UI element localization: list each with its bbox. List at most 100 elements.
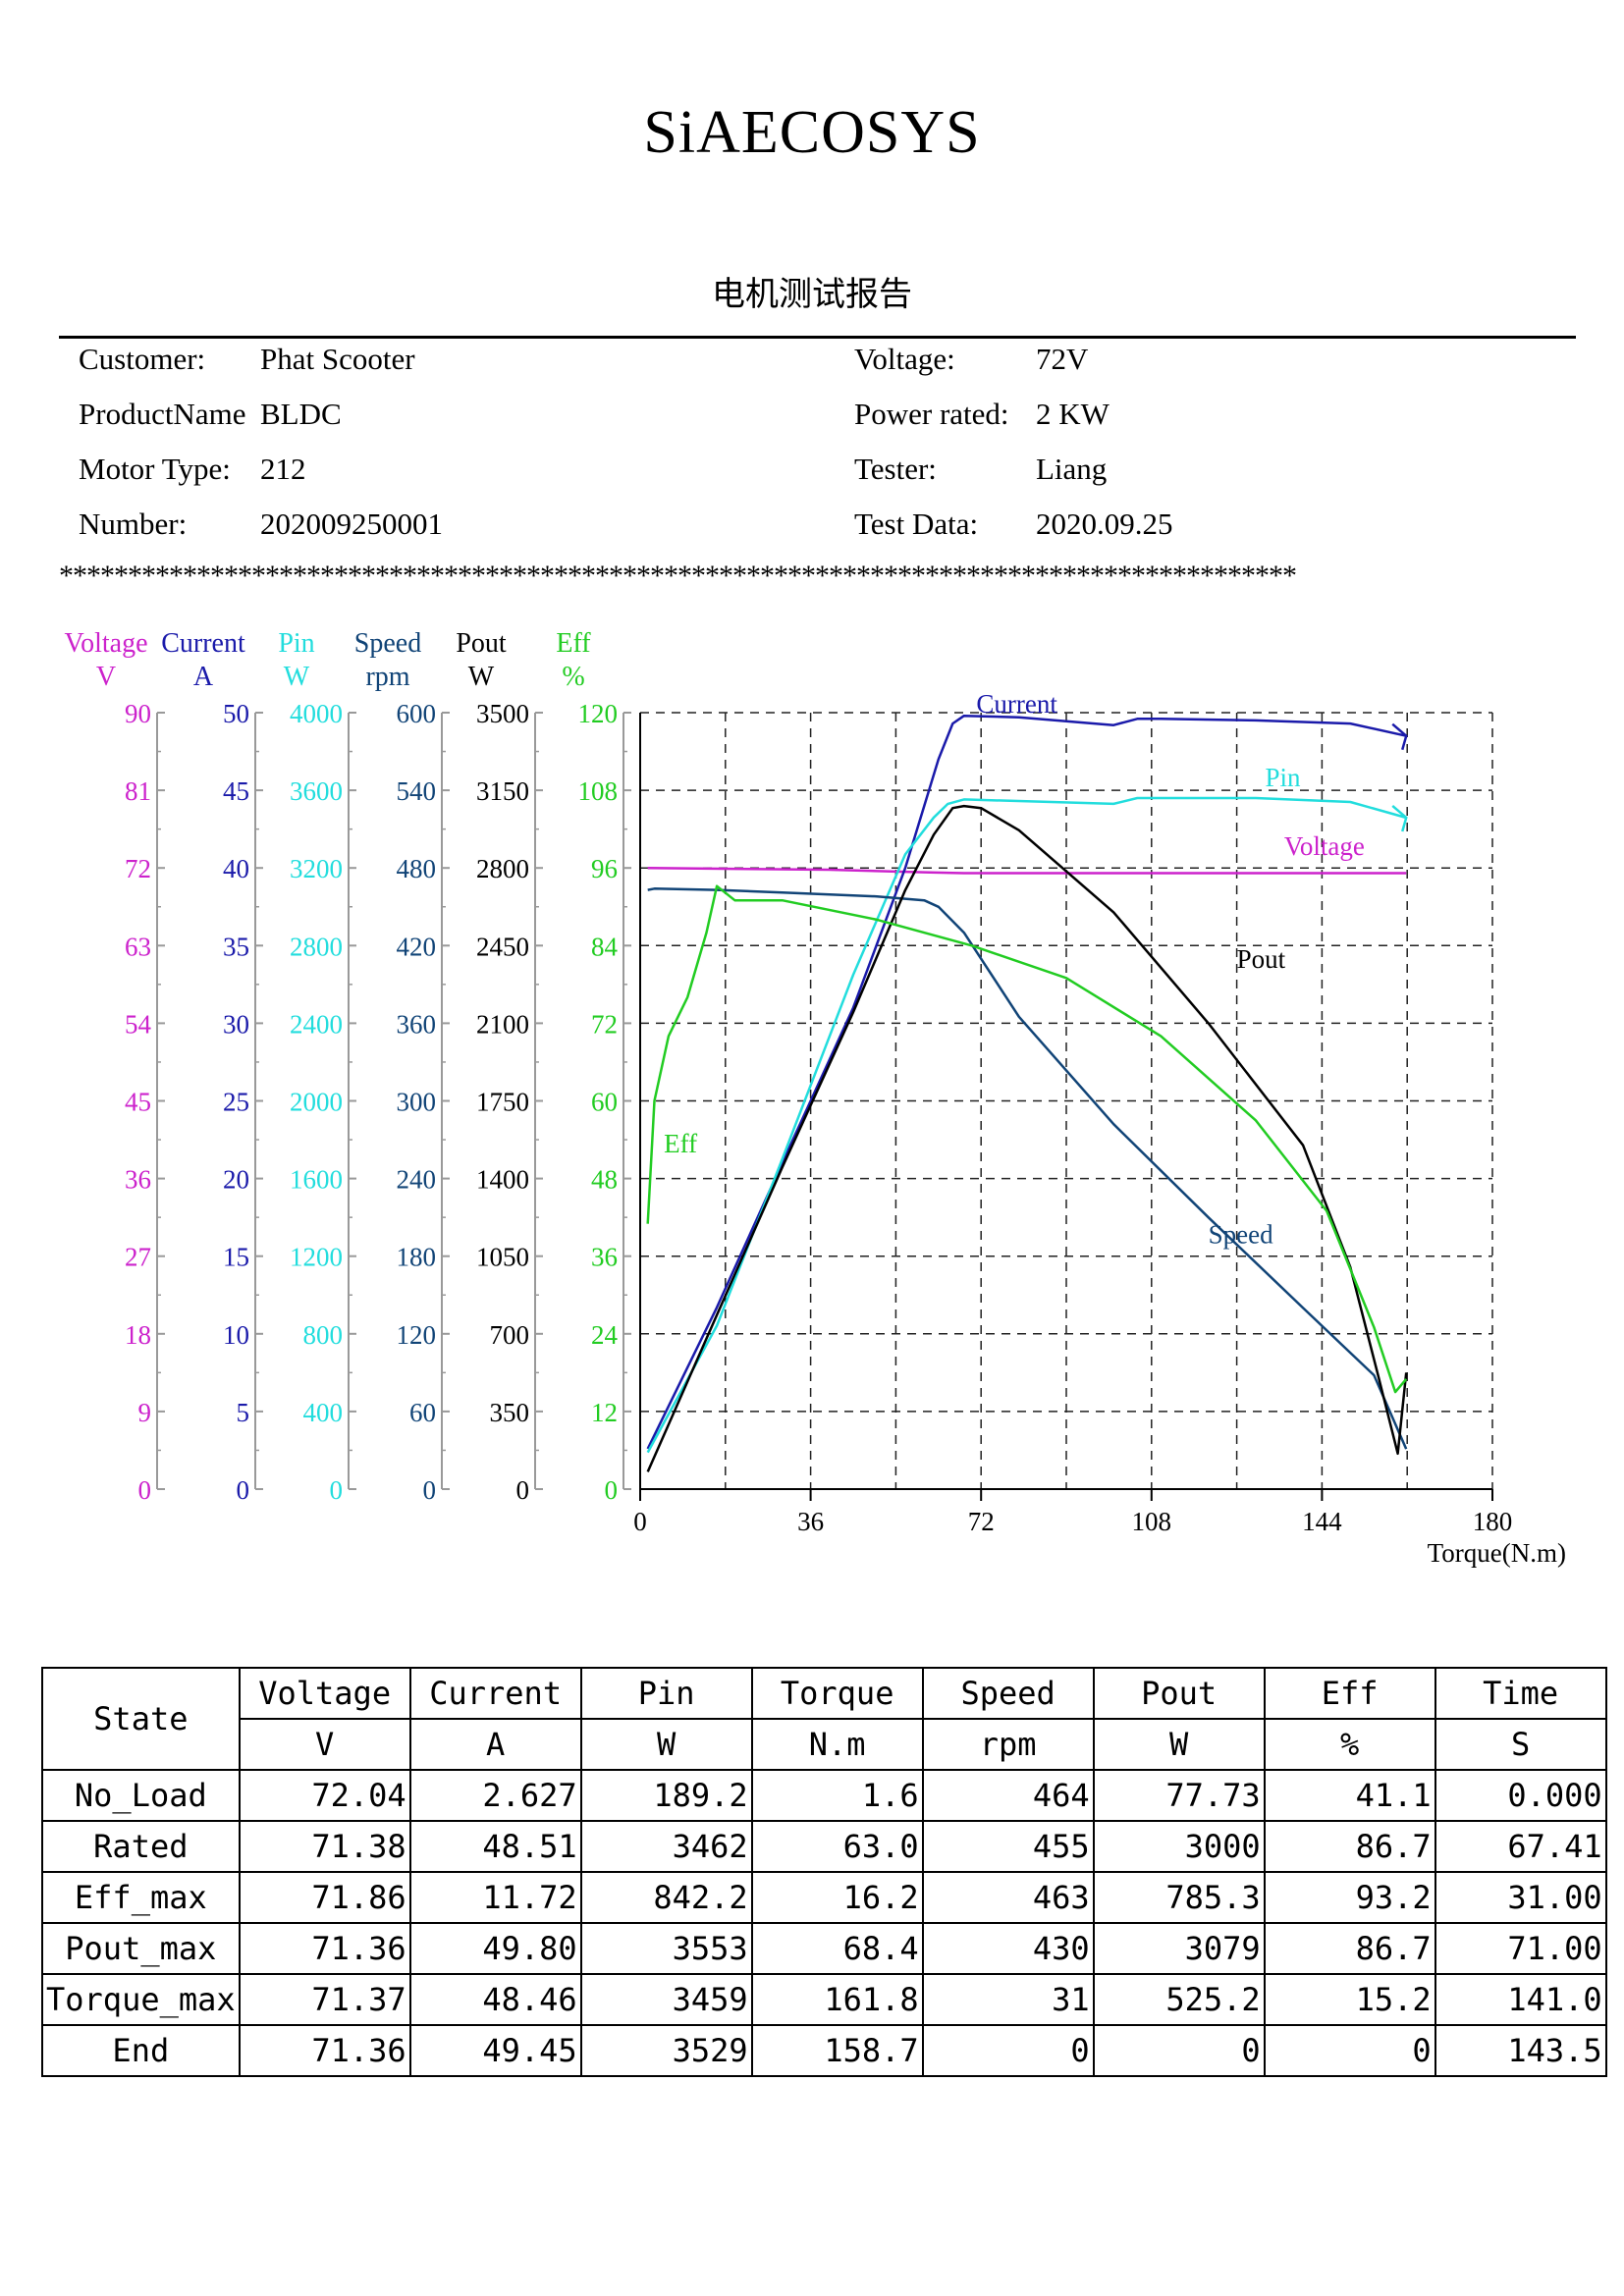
tester-label: Tester: <box>854 452 937 486</box>
voltage-series-label: Voltage <box>1284 831 1365 861</box>
eff-tick-label: 84 <box>591 932 619 961</box>
pin-tick-label: 4000 <box>290 699 343 728</box>
unit-current: A <box>408 1718 582 1771</box>
current-tick-label: 50 <box>223 699 249 728</box>
voltage-tick-label: 0 <box>138 1475 152 1505</box>
table-row: Eff_max 71.86 11.72 842.2 16.2 463 785.3 93.2 31… <box>41 1871 1607 1924</box>
unit-row: V A W N.m rpm W % S <box>42 1718 1607 1771</box>
current-tick-label: 10 <box>223 1320 249 1350</box>
performance-chart: 0 36 72 108 144 180Torque(N.m)091827364554637… <box>64 628 1566 1568</box>
pin-series-arrow <box>1391 805 1408 832</box>
table-cell: 71.86 <box>238 1871 411 1924</box>
table-cell: 0.000 <box>1434 1769 1607 1822</box>
eff-tick-label: 0 <box>605 1475 619 1505</box>
pin-tick-label: 0 <box>330 1475 344 1505</box>
voltage-tick-label: 81 <box>125 776 151 806</box>
pout-tick-label: 1400 <box>476 1165 529 1195</box>
current-tick-label: 5 <box>237 1398 250 1427</box>
table-cell: 3529 <box>579 2024 753 2077</box>
col-header-torque: Torque <box>750 1667 924 1720</box>
table-cell: 0 <box>921 2024 1095 2077</box>
table-cell: 67.41 <box>1434 1820 1607 1873</box>
voltage-label: Voltage: <box>854 342 955 376</box>
speed-tick-label: 0 <box>423 1475 437 1505</box>
pin-series-line <box>646 796 1407 1454</box>
pout-series-line <box>646 804 1408 1472</box>
pin-axis-unit: W <box>284 662 310 692</box>
table-cell: 86.7 <box>1263 1922 1436 1975</box>
current-tick-label: 30 <box>223 1009 249 1039</box>
speed-tick-label: 60 <box>409 1398 436 1427</box>
x-tick-label: 36 <box>797 1507 824 1536</box>
summary-table: State Voltage Current Pin Torque Speed P… <box>41 1667 1607 2077</box>
voltage-tick-label: 54 <box>125 1009 152 1039</box>
col-header-time: Time <box>1434 1667 1607 1720</box>
pin-series-label: Pin <box>1266 763 1302 792</box>
pout-tick-label: 1750 <box>476 1088 529 1117</box>
pin-tick-label: 2800 <box>290 932 343 961</box>
voltage-tick-label: 63 <box>125 932 151 961</box>
motor-type-value: 212 <box>260 452 306 486</box>
pout-tick-label: 350 <box>490 1398 530 1427</box>
speed-tick-label: 420 <box>397 932 437 961</box>
eff-tick-label: 108 <box>578 776 619 806</box>
pout-tick-label: 3150 <box>476 776 529 806</box>
table-cell: 189.2 <box>579 1769 753 1822</box>
eff-series-line <box>646 884 1408 1394</box>
pout-tick-label: 1050 <box>476 1243 529 1272</box>
pin-axis-title: Pin <box>278 628 314 659</box>
table-cell: 464 <box>921 1769 1095 1822</box>
pin-tick-label: 800 <box>303 1320 344 1350</box>
table-row: End 71.36 49.45 3529 158.7 0 0 0 143.5 <box>41 2024 1607 2077</box>
pin-tick-label: 3600 <box>290 776 343 806</box>
voltage-tick-label: 36 <box>125 1165 151 1195</box>
eff-axis-unit: % <box>562 662 584 692</box>
row-state-cell: Pout_max <box>41 1922 241 1975</box>
speed-tick-label: 300 <box>397 1088 437 1117</box>
voltage-tick-label: 72 <box>125 854 151 883</box>
col-header-voltage: Voltage <box>238 1667 411 1720</box>
voltage-series-line <box>647 866 1407 875</box>
eff-tick-label: 36 <box>591 1243 618 1272</box>
table-row: No_Load 72.04 2.627 189.2 1.6 464 77.73 41.1 0.0… <box>41 1769 1607 1822</box>
pout-tick-label: 2800 <box>476 854 529 883</box>
row-state-cell: Torque_max <box>41 1973 241 2026</box>
voltage-axis-title: Voltage <box>64 628 147 659</box>
speed-axis-title: Speed <box>354 628 421 659</box>
table-cell: 463 <box>921 1871 1095 1924</box>
power-rated-value: 2 KW <box>1036 397 1110 431</box>
pin-tick-label: 2400 <box>290 1009 343 1039</box>
row-state-cell: No_Load <box>41 1769 241 1822</box>
speed-tick-label: 120 <box>397 1320 437 1350</box>
voltage-value: 72V <box>1036 342 1089 376</box>
table-cell: 141.0 <box>1434 1973 1607 2026</box>
x-tick-label: 0 <box>633 1507 647 1536</box>
number-value: 202009250001 <box>260 507 443 541</box>
header-row: State Voltage Current Pin Torque Speed P… <box>41 1667 1607 1771</box>
current-series-arrow <box>1391 722 1408 751</box>
speed-tick-label: 240 <box>397 1165 437 1195</box>
table-cell: 3553 <box>579 1922 753 1975</box>
pout-tick-label: 0 <box>516 1475 530 1505</box>
table-body: No_Load 72.04 2.627 189.2 1.6 464 77.73 41.1 0.0… <box>41 1769 1607 2077</box>
eff-axis-title: Eff <box>556 628 591 659</box>
table-cell: 48.46 <box>408 1973 582 2026</box>
speed-tick-label: 600 <box>397 699 437 728</box>
table-cell: 72.04 <box>238 1769 411 1822</box>
table-cell: 11.72 <box>408 1871 582 1924</box>
power-rated-label: Power rated: <box>854 397 1009 431</box>
voltage-tick-label: 27 <box>125 1243 151 1272</box>
pout-axis-title: Pout <box>456 628 507 659</box>
x-tick-label: 144 <box>1302 1507 1342 1536</box>
table-cell: 455 <box>921 1820 1095 1873</box>
row-state-cell: Rated <box>41 1820 241 1873</box>
current-tick-label: 0 <box>237 1475 250 1505</box>
current-tick-label: 25 <box>223 1088 249 1117</box>
brand-title: SiAECOSYS <box>643 99 981 166</box>
table-cell: 525.2 <box>1092 1973 1266 2026</box>
customer-value: Phat Scooter <box>260 342 415 376</box>
unit-torque: N.m <box>750 1718 924 1771</box>
header-rule <box>59 336 1576 339</box>
unit-voltage: V <box>238 1718 411 1771</box>
product-value: BLDC <box>260 397 342 431</box>
